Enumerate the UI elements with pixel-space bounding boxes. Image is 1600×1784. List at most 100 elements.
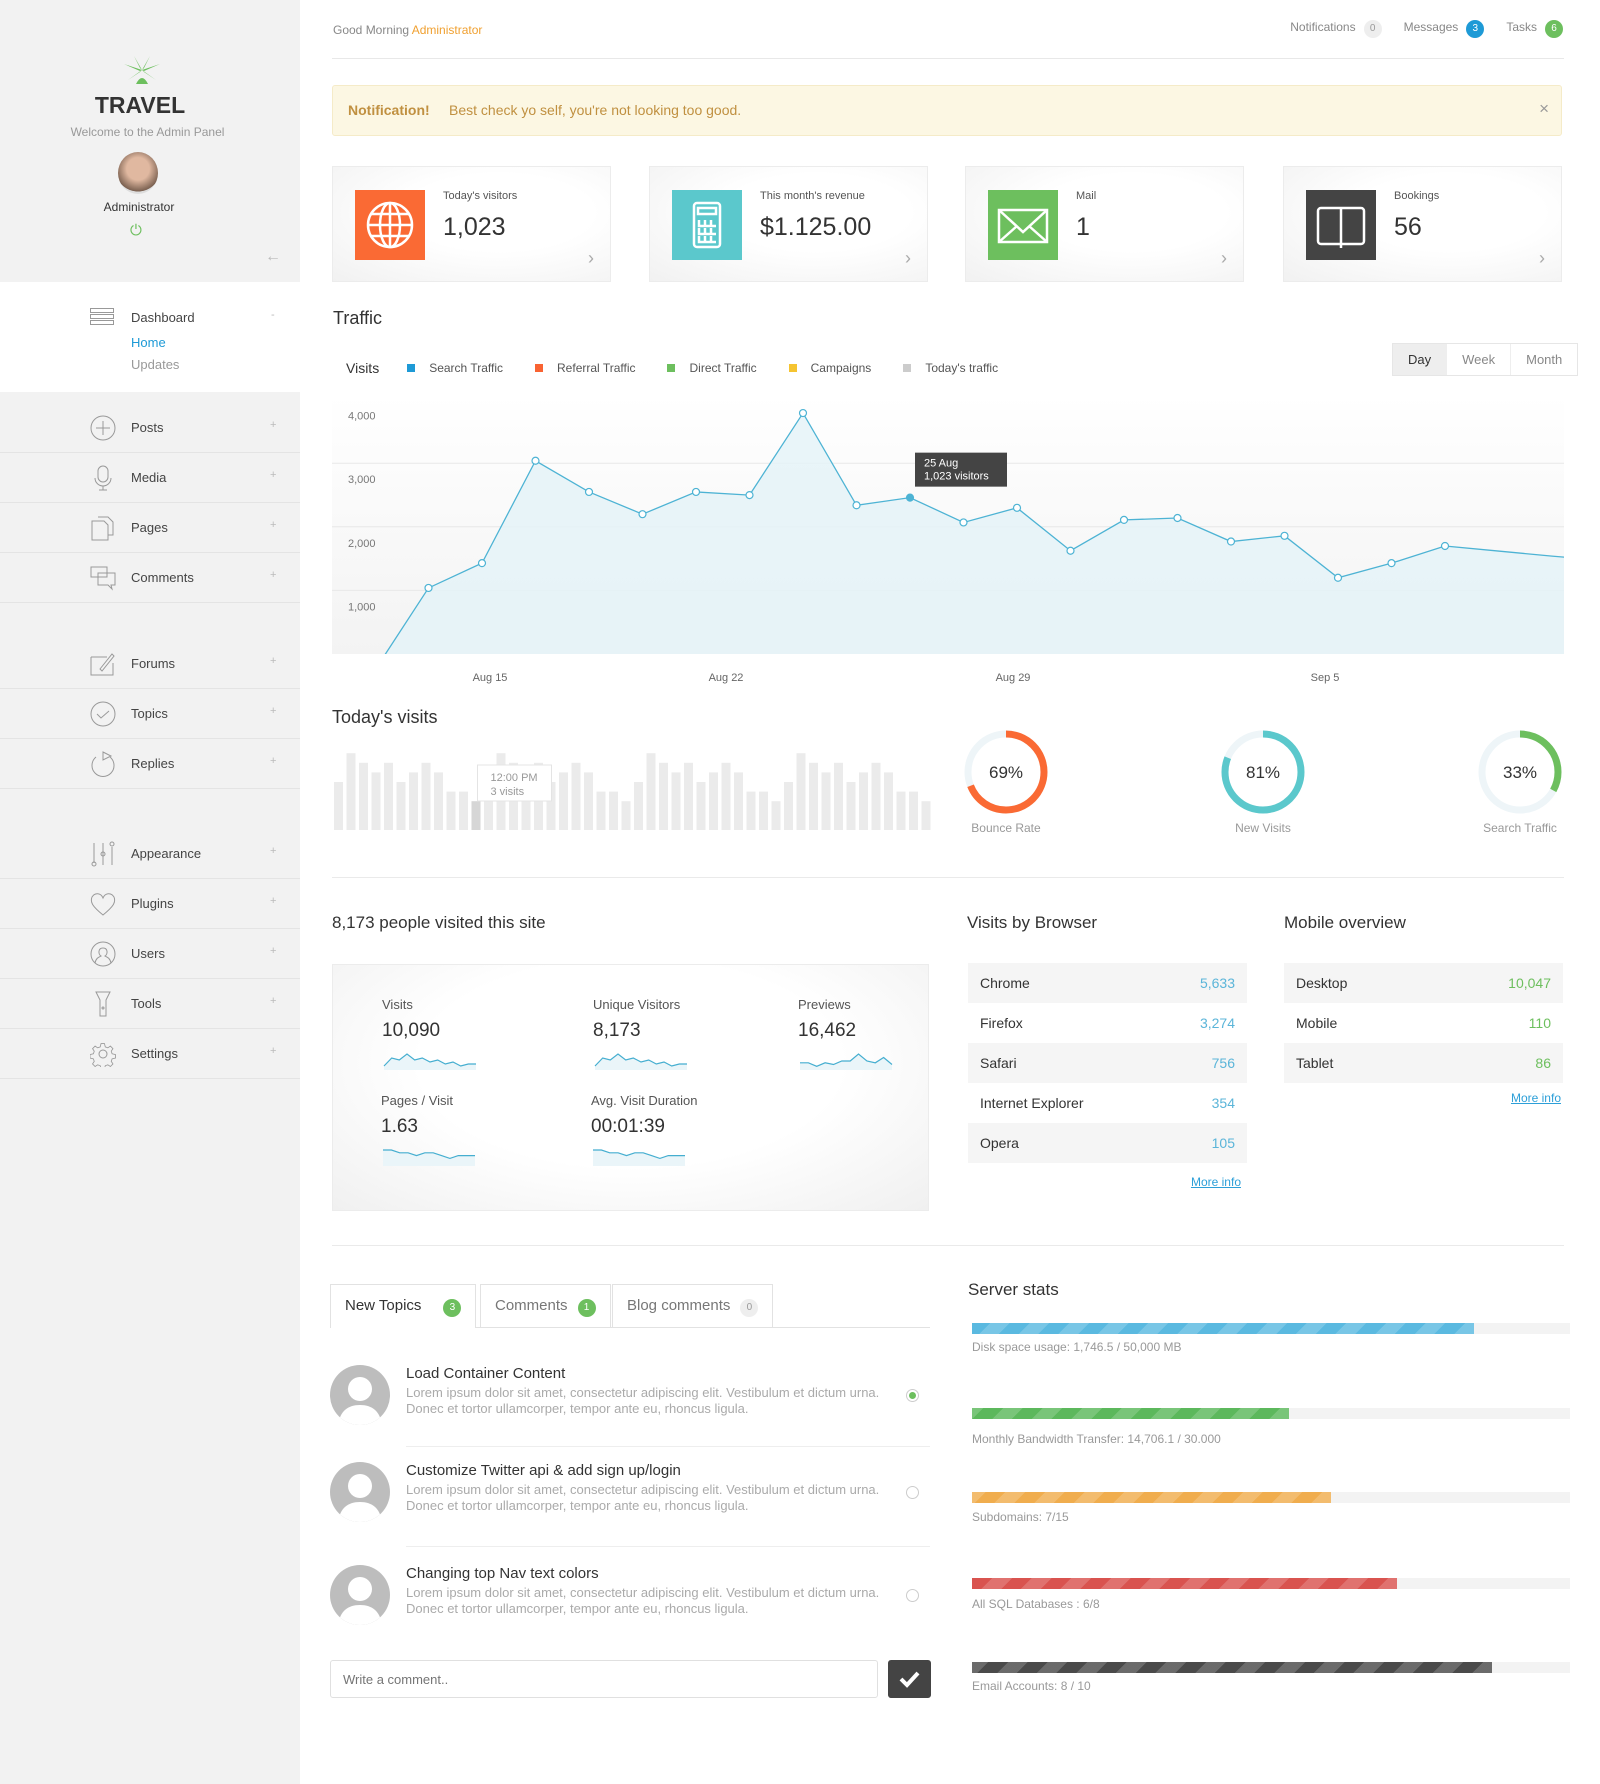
visit-bar[interactable] [921,801,931,830]
expand-icon[interactable]: + [270,519,277,531]
chevron-right-icon[interactable]: › [1539,248,1545,268]
data-point[interactable] [1387,559,1396,568]
data-point[interactable] [424,583,433,593]
submit-comment-button[interactable] [888,1660,931,1698]
stat-card[interactable]: Bookings 56 › [1283,166,1562,282]
visit-bar[interactable] [559,772,568,830]
visit-bar[interactable] [484,782,493,830]
visit-bar[interactable] [759,791,768,830]
expand-icon[interactable]: + [270,1045,277,1057]
sidebar-item-settings[interactable]: Settings + [0,1029,300,1079]
visit-bar[interactable] [359,762,368,830]
mobile-more-info-link[interactable]: More info [1510,1091,1561,1105]
visit-bar[interactable] [834,762,843,830]
stat-card[interactable]: This month's revenue $1.125.00 › [649,166,928,282]
visit-bar[interactable] [334,782,343,830]
sidebar-item-comments[interactable]: Comments + [0,553,300,603]
range-month-button[interactable]: Month [1510,344,1577,375]
legend-item[interactable]: Search Traffic [407,361,503,375]
visit-bar[interactable] [434,772,443,830]
topic-item[interactable]: Changing top Nav text colors Lorem ipsum … [330,1565,930,1635]
sidebar-item-media[interactable]: Media + [0,453,300,503]
visit-bar[interactable] [421,762,431,830]
visit-bar[interactable] [446,791,456,830]
sidebar-item-appearance[interactable]: Appearance + [0,829,300,879]
range-week-button[interactable]: Week [1446,344,1510,375]
sidebar-item-plugins[interactable]: Plugins + [0,879,300,929]
data-point[interactable] [852,501,861,510]
browsers-more-info-link[interactable]: More info [1190,1175,1241,1189]
chevron-right-icon[interactable]: › [588,248,594,268]
close-icon[interactable]: × [1539,99,1549,118]
visit-bar[interactable] [871,762,881,830]
visit-bar[interactable] [696,782,706,830]
topic-item[interactable]: Load Container Content Lorem ipsum dolor … [330,1365,930,1447]
chevron-right-icon[interactable]: › [1221,248,1227,268]
legend-item[interactable]: Campaigns [788,361,871,375]
visit-bar[interactable] [459,791,468,830]
tab-comments[interactable]: Comments 1 [480,1284,611,1327]
expand-icon[interactable]: + [270,705,277,717]
collapse-arrow-icon[interactable]: ← [265,248,281,265]
data-point[interactable] [1173,513,1182,523]
visit-bar[interactable] [784,782,793,830]
topic-radio[interactable] [906,1486,919,1499]
expand-icon[interactable]: + [270,845,277,857]
visit-bar[interactable] [809,762,818,830]
visit-bar[interactable] [884,772,893,830]
visit-bar[interactable] [384,762,393,830]
data-point[interactable] [531,456,540,465]
topic-radio[interactable] [906,1389,919,1402]
visit-bar[interactable] [796,753,806,830]
visit-bar[interactable] [684,762,693,830]
expand-icon[interactable]: + [270,419,277,431]
visit-bar[interactable] [721,762,731,830]
visit-bar[interactable] [646,753,656,830]
sidebar-item-users[interactable]: Users + [0,929,300,979]
visit-bar[interactable] [621,801,631,830]
sidebar-item-dashboard[interactable]: Dashboard - Home Updates [0,282,300,392]
visit-bar[interactable] [909,791,918,830]
expand-icon[interactable]: + [270,569,277,581]
data-point[interactable] [638,510,647,519]
visit-bar[interactable] [709,772,718,830]
stat-card[interactable]: Mail 1 › [965,166,1244,282]
sidebar-subitem-home[interactable]: Home [131,335,166,350]
sidebar-subitem-updates[interactable]: Updates [131,357,180,372]
sidebar-item-replies[interactable]: Replies + [0,739,300,789]
tab-new-topics[interactable]: New Topics 3 [330,1284,477,1328]
expand-icon[interactable]: + [270,895,277,907]
expand-icon[interactable]: + [270,945,277,957]
messages-link[interactable]: Messages 3 [1404,20,1485,38]
data-point[interactable] [1280,531,1289,540]
topic-radio[interactable] [906,1589,919,1602]
data-point[interactable] [798,408,808,418]
data-point[interactable] [1119,515,1129,525]
visit-bar[interactable] [821,772,831,830]
notifications-link[interactable]: Notifications 0 [1290,20,1382,38]
data-point[interactable] [1226,537,1236,546]
visit-bar[interactable] [346,753,356,830]
avatar[interactable] [118,152,158,194]
data-point[interactable] [691,487,701,497]
visit-bar[interactable] [859,772,868,830]
collapse-toggle[interactable]: - [271,309,275,321]
visit-bar[interactable] [409,772,418,830]
topic-item[interactable]: Customize Twitter api & add sign up/logi… [330,1462,930,1547]
visit-bar[interactable] [596,791,606,830]
sidebar-item-pages[interactable]: Pages + [0,503,300,553]
visit-bar[interactable] [671,772,681,830]
data-point[interactable] [745,490,754,500]
visit-bar[interactable] [584,772,593,830]
visit-bar[interactable] [846,782,856,830]
visit-bar[interactable] [634,782,643,830]
visit-bar[interactable] [546,782,556,830]
sidebar-item-topics[interactable]: Topics + [0,689,300,739]
expand-icon[interactable]: + [270,755,277,767]
expand-icon[interactable]: + [270,655,277,667]
data-point[interactable] [905,493,915,502]
visit-bar[interactable] [746,791,756,830]
tab-blog-comments[interactable]: Blog comments 0 [612,1284,774,1327]
visit-bar[interactable] [571,762,581,830]
sidebar-item-posts[interactable]: Posts + [0,403,300,453]
